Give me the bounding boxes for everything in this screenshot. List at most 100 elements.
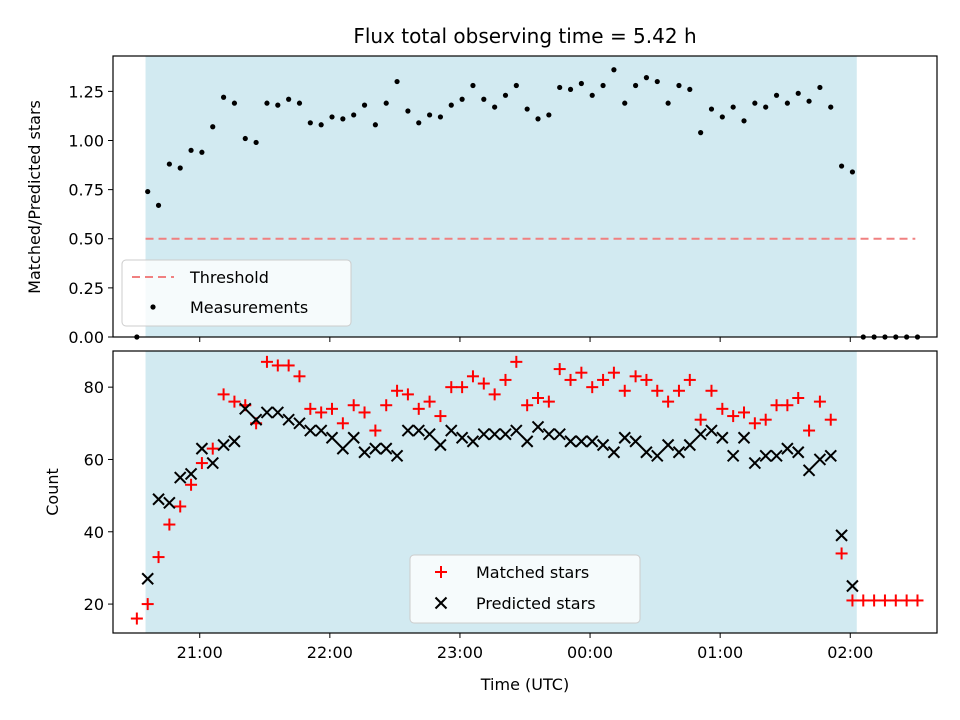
measurement-point [535, 116, 541, 122]
predicted-point [846, 579, 859, 593]
matched-point [456, 381, 469, 394]
predicted-point [737, 431, 751, 444]
matched-point [434, 410, 447, 423]
matched-point [607, 366, 620, 379]
matched-point [662, 395, 675, 408]
matched-point [260, 355, 273, 368]
matched-point [553, 363, 566, 376]
matched-point [141, 598, 154, 611]
predicted-point [239, 402, 252, 416]
matched-point [868, 594, 881, 607]
bottom-ytick-label: 80 [84, 378, 104, 397]
predicted-point [618, 431, 631, 444]
bottom-xtick-label: 00:00 [567, 643, 613, 662]
predicted-point [434, 438, 447, 452]
bottom-panel: 20 40 60 80 21:00 22:00 23:00 00:00 01:00 02:00 C… [43, 350, 938, 694]
measurement-point [210, 124, 216, 130]
bottom-legend: Matched stars Predicted stars [409, 554, 641, 624]
matched-point [152, 551, 165, 564]
matched-point [597, 373, 610, 386]
measurement-point [145, 188, 151, 195]
bottom-ytick-label: 20 [84, 595, 104, 614]
measurement-point [654, 78, 660, 85]
predicted-point [152, 493, 165, 506]
matched-point [835, 547, 848, 560]
matched-point [130, 612, 143, 625]
measurement-point [296, 100, 303, 106]
predicted-point [141, 572, 154, 585]
matched-point [803, 424, 816, 437]
matched-point [889, 594, 902, 607]
measurement-point [557, 84, 563, 91]
predicted-legend-swatch [434, 596, 448, 610]
matched-point [445, 381, 458, 394]
matched-point [900, 594, 913, 607]
predicted-point [401, 424, 415, 437]
predicted-point [163, 496, 176, 510]
predicted-point [445, 424, 458, 437]
predicted-point [781, 442, 794, 455]
measurement-point [242, 135, 248, 142]
measurement-point [763, 104, 769, 110]
matched-point [293, 370, 306, 383]
predicted-point [249, 413, 263, 426]
predicted-point [217, 438, 230, 452]
matched-point [857, 594, 870, 607]
measurement-point [351, 112, 357, 118]
measurement-point [405, 108, 411, 114]
matched-point [217, 388, 230, 401]
measurement-point [426, 112, 433, 118]
measurement-point [329, 114, 335, 120]
matched-point [781, 399, 794, 412]
measurement-point [611, 67, 617, 73]
predicted-point [195, 442, 209, 455]
measurement-point [286, 96, 292, 102]
matched-point [586, 381, 599, 394]
measurement-point [676, 82, 682, 89]
bottom-ylabel: Count [43, 468, 62, 516]
matched-point [727, 410, 740, 423]
matched-point [282, 359, 295, 372]
matched-point [315, 406, 328, 419]
measurement-point [687, 86, 693, 93]
matched-point [575, 366, 588, 379]
measurement-point [622, 100, 628, 106]
matched-point [694, 413, 707, 426]
matched-point [748, 417, 761, 430]
predicted-point [575, 435, 588, 448]
matched-point [228, 395, 241, 408]
predicted-point [336, 442, 350, 455]
measurement-point [275, 102, 281, 108]
predicted-point [466, 435, 480, 448]
predicted-point [184, 467, 198, 481]
matched-point [369, 424, 382, 437]
measurement-point [199, 149, 205, 155]
measurements-legend-label: Measurements [190, 298, 308, 317]
predicted-point [651, 449, 664, 463]
matched-point [564, 373, 577, 386]
predicted-point [542, 427, 556, 441]
predicted-point [314, 424, 328, 437]
predicted-point [553, 427, 566, 441]
predicted-point [607, 446, 621, 459]
predicted-point [759, 449, 772, 463]
predicted-point [477, 427, 491, 441]
measurement-point [524, 106, 530, 112]
measurement-point [459, 96, 465, 102]
top-legend: Threshold Measurements [121, 259, 352, 327]
matched-point [770, 399, 783, 412]
measurements-legend-swatch [150, 304, 156, 310]
predicted-point [726, 449, 740, 463]
bottom-xtick-label: 21:00 [177, 643, 223, 662]
measurement-point [307, 120, 313, 126]
top-ytick-label: 0.25 [68, 279, 104, 298]
predicted-point [640, 446, 653, 459]
measurement-point [264, 100, 270, 106]
measurement-point [708, 106, 715, 112]
predicted-point [564, 435, 577, 448]
measurement-point [600, 82, 606, 89]
predicted-point [802, 464, 816, 477]
predicted-point [304, 424, 317, 437]
bottom-xtick-label: 02:00 [827, 643, 873, 662]
